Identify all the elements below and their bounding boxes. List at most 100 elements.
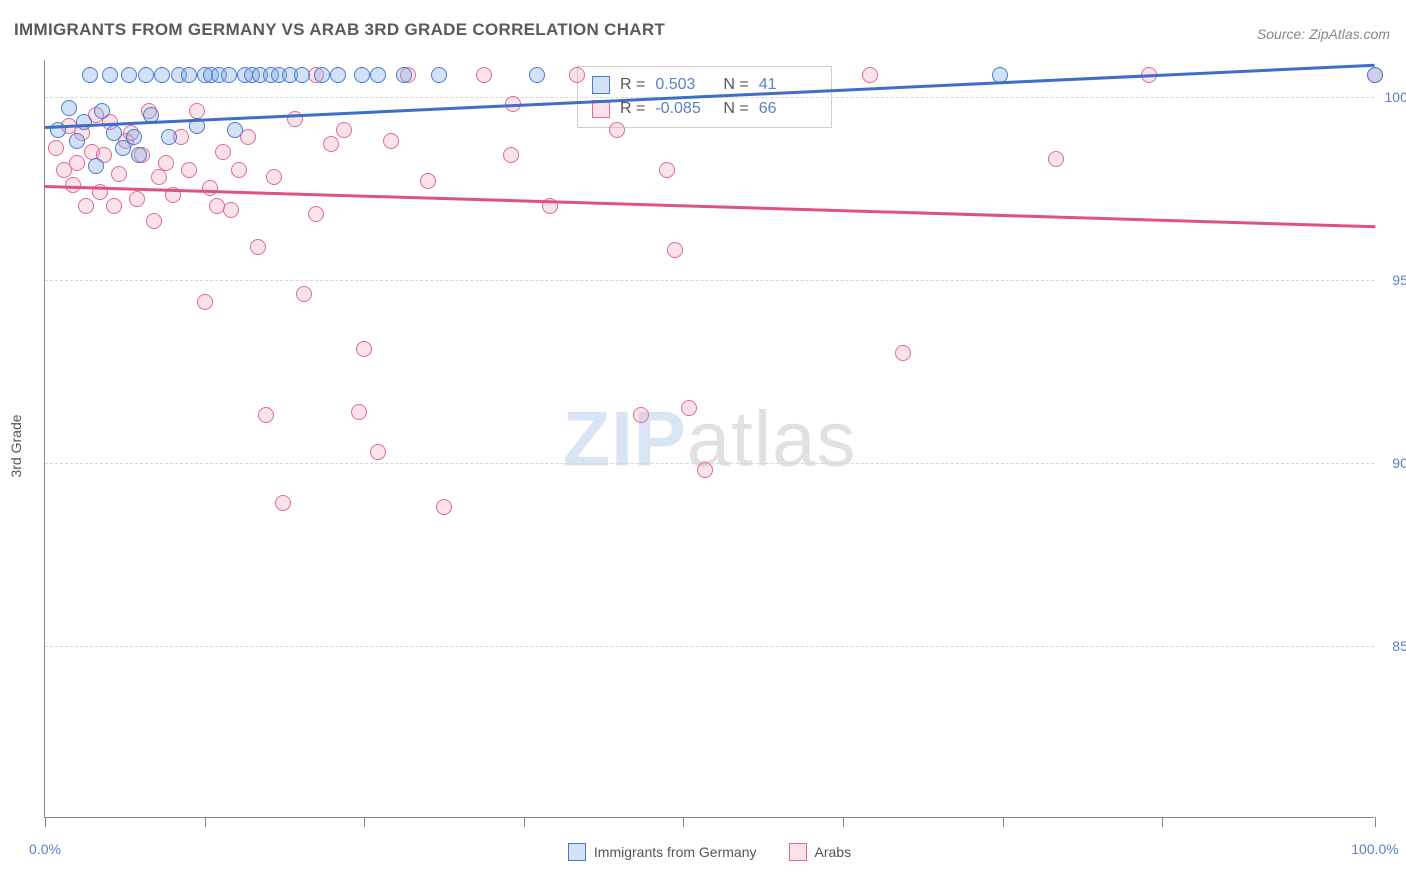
x-tick (843, 817, 844, 827)
scatter-point-series-b (609, 122, 625, 138)
scatter-point-series-b (895, 345, 911, 361)
watermark-part1: ZIP (562, 394, 686, 482)
scatter-point-series-a (138, 67, 154, 83)
x-tick (1162, 817, 1163, 827)
scatter-point-series-b (659, 162, 675, 178)
scatter-point-series-a (529, 67, 545, 83)
n-value-b: 66 (759, 97, 817, 121)
scatter-point-series-b (209, 198, 225, 214)
scatter-point-series-a (131, 147, 147, 163)
swatch-series-a (568, 843, 586, 861)
scatter-point-series-b (181, 162, 197, 178)
scatter-point-series-b (215, 144, 231, 160)
scatter-point-series-b (308, 206, 324, 222)
scatter-point-series-a (431, 67, 447, 83)
scatter-point-series-a (61, 100, 77, 116)
scatter-point-series-b (275, 495, 291, 511)
r-label: R = (620, 73, 645, 97)
legend-item-series-a: Immigrants from Germany (568, 843, 757, 861)
x-tick-label: 0.0% (29, 841, 61, 857)
y-tick-label: 95.0% (1380, 272, 1406, 288)
scatter-point-series-b (158, 155, 174, 171)
series-legend: Immigrants from Germany Arabs (45, 843, 1374, 861)
scatter-point-series-b (667, 242, 683, 258)
scatter-point-series-b (356, 341, 372, 357)
scatter-point-series-b (78, 198, 94, 214)
y-tick-label: 90.0% (1380, 455, 1406, 471)
scatter-point-series-b (351, 404, 367, 420)
scatter-point-series-b (862, 67, 878, 83)
scatter-point-series-b (370, 444, 386, 460)
scatter-point-series-b (197, 294, 213, 310)
scatter-point-series-b (258, 407, 274, 423)
r-value-a: 0.503 (655, 73, 713, 97)
scatter-point-series-b (436, 499, 452, 515)
x-tick (1003, 817, 1004, 827)
scatter-point-series-b (202, 180, 218, 196)
scatter-point-series-b (633, 407, 649, 423)
x-tick (1375, 817, 1376, 827)
x-tick-label: 100.0% (1351, 841, 1398, 857)
scatter-point-series-b (151, 169, 167, 185)
x-tick (683, 817, 684, 827)
scatter-point-series-b (697, 462, 713, 478)
y-tick-label: 85.0% (1380, 638, 1406, 654)
scatter-point-series-a (161, 129, 177, 145)
series-b-name: Arabs (815, 844, 852, 860)
scatter-point-series-a (76, 114, 92, 130)
swatch-series-b (789, 843, 807, 861)
scatter-point-series-b (106, 198, 122, 214)
scatter-point-series-a (314, 67, 330, 83)
scatter-point-series-b (287, 111, 303, 127)
gridline (45, 280, 1374, 281)
scatter-point-series-b (250, 239, 266, 255)
scatter-point-series-a (181, 67, 197, 83)
chart-container: IMMIGRANTS FROM GERMANY VS ARAB 3RD GRAD… (0, 0, 1406, 892)
scatter-point-series-a (94, 103, 110, 119)
series-a-name: Immigrants from Germany (594, 844, 757, 860)
scatter-point-series-a (330, 67, 346, 83)
scatter-point-series-b (266, 169, 282, 185)
scatter-point-series-b (223, 202, 239, 218)
swatch-series-a (592, 76, 610, 94)
scatter-point-series-b (1048, 151, 1064, 167)
scatter-point-series-b (296, 286, 312, 302)
scatter-point-series-a (154, 67, 170, 83)
scatter-point-series-a (126, 129, 142, 145)
scatter-point-series-b (189, 103, 205, 119)
chart-title: IMMIGRANTS FROM GERMANY VS ARAB 3RD GRAD… (14, 20, 665, 40)
scatter-point-series-b (65, 177, 81, 193)
x-tick (205, 817, 206, 827)
scatter-point-series-a (69, 133, 85, 149)
scatter-point-series-a (354, 67, 370, 83)
scatter-point-series-b (569, 67, 585, 83)
scatter-point-series-b (69, 155, 85, 171)
trendline-series-b (45, 185, 1375, 228)
y-axis-label: 3rd Grade (8, 414, 24, 477)
scatter-point-series-b (476, 67, 492, 83)
scatter-point-series-a (1367, 67, 1383, 83)
scatter-point-series-a (82, 67, 98, 83)
scatter-point-series-a (106, 125, 122, 141)
legend-item-series-b: Arabs (789, 843, 852, 861)
scatter-point-series-a (221, 67, 237, 83)
scatter-point-series-b (383, 133, 399, 149)
scatter-point-series-b (503, 147, 519, 163)
scatter-point-series-a (88, 158, 104, 174)
n-label: N = (723, 97, 748, 121)
scatter-point-series-a (370, 67, 386, 83)
scatter-point-series-a (102, 67, 118, 83)
scatter-point-series-b (48, 140, 64, 156)
x-tick (524, 817, 525, 827)
scatter-point-series-b (420, 173, 436, 189)
x-tick (364, 817, 365, 827)
scatter-point-series-a (396, 67, 412, 83)
scatter-point-series-b (681, 400, 697, 416)
source-attribution: Source: ZipAtlas.com (1257, 26, 1390, 42)
gridline (45, 646, 1374, 647)
scatter-point-series-b (323, 136, 339, 152)
x-tick (45, 817, 46, 827)
scatter-point-series-a (121, 67, 137, 83)
scatter-point-series-b (146, 213, 162, 229)
scatter-point-series-b (231, 162, 247, 178)
